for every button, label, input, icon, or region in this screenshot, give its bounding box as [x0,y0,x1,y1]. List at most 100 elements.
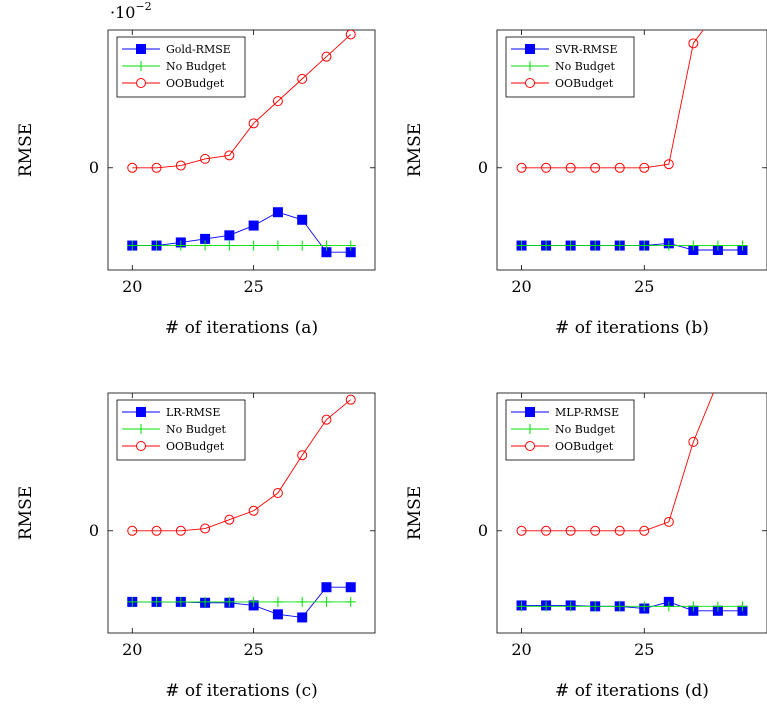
legend-marker [525,424,535,434]
x-tick-label: 25 [634,277,654,296]
data-point [688,601,699,612]
series-line [132,34,352,169]
data-point [248,118,259,129]
data-point [565,240,576,251]
data-point [321,51,332,62]
plot-area [127,30,356,258]
x-tick-label: 20 [122,277,142,296]
legend-marker [525,78,535,88]
data-point [321,582,332,593]
panel-a: 20 25 0 # of iterations (a) RMSE Gold-RMSE No … [16,29,376,338]
y-scale-note: ·10−2 [110,0,152,22]
legend-label: No Budget [555,60,616,73]
legend-marker [136,424,146,434]
x-tick-label: 25 [243,277,263,296]
legend: LR-RMSE No Budget OOBudget [116,399,246,461]
data-point [151,240,162,251]
series-line [132,399,352,532]
legend-label: No Budget [555,423,616,436]
data-point [614,162,625,173]
legend-marker [136,61,146,71]
data-point [590,525,601,536]
data-point [688,436,699,447]
data-point [297,612,308,623]
data-point [200,240,211,251]
legend: MLP-RMSE No Budget OOBudget [505,399,635,461]
data-point [737,240,748,251]
plot-area [516,30,748,255]
y-tick-label: 0 [478,158,488,177]
plot-frame [107,392,376,634]
data-point [175,240,186,251]
data-point [321,414,332,425]
data-point [224,150,235,161]
legend-marker [136,407,146,417]
series-line [132,211,351,253]
x-axis-label: # of iterations (a) [165,318,318,338]
y-scale-base: ·10 [110,3,135,22]
data-point [639,525,650,536]
data-point [737,601,748,612]
data-point [541,525,552,536]
data-point [345,582,356,593]
x-tick-label: 20 [122,640,142,659]
data-point [345,247,356,258]
data-point [224,240,235,251]
legend-marker [525,441,535,451]
data-point [345,596,356,607]
data-point [224,596,235,607]
data-point [345,240,356,251]
legend-label: No Budget [166,60,227,73]
data-point [151,596,162,607]
legend-marker [525,61,535,71]
data-point [272,207,283,218]
x-axis-label: # of iterations (b) [555,318,709,338]
legend-marker [525,44,535,54]
data-point [565,601,576,612]
data-point [200,596,211,607]
data-point [127,240,138,251]
data-point [200,153,211,164]
data-point [614,525,625,536]
x-tick-label: 25 [634,640,654,659]
x-tick-label: 20 [511,640,531,659]
data-point [516,525,527,536]
data-point [516,601,527,612]
data-point [712,240,723,251]
legend: Gold-RMSE No Budget OOBudget [116,36,246,98]
legend-marker [136,44,146,54]
data-point [712,601,723,612]
plot-frame [107,29,376,271]
data-point [248,240,259,251]
y-axis-label: RMSE [16,486,36,540]
data-point [639,162,650,173]
data-point [175,525,186,536]
data-point [663,240,674,251]
data-point [590,601,601,612]
data-point [688,38,699,49]
data-point [590,162,601,173]
plot-area [127,394,356,623]
x-axis-label: # of iterations (d) [555,681,709,701]
data-point [639,240,650,251]
data-point [614,240,625,251]
data-point [345,394,356,405]
data-point [297,73,308,84]
legend-label: OOBudget [555,440,614,453]
data-point [541,240,552,251]
legend-label: LR-RMSE [166,406,220,419]
plot-frame [496,29,767,271]
data-point [663,516,674,527]
legend-marker [136,78,146,88]
data-point [345,30,356,40]
x-axis-label: # of iterations (c) [165,681,318,701]
data-point [272,596,283,607]
data-point [272,488,283,498]
legend-label: OOBudget [166,77,225,90]
x-tick-label: 20 [511,277,531,296]
data-point [663,601,674,612]
data-point [272,240,283,251]
series-line [521,601,743,612]
data-point [297,240,308,251]
